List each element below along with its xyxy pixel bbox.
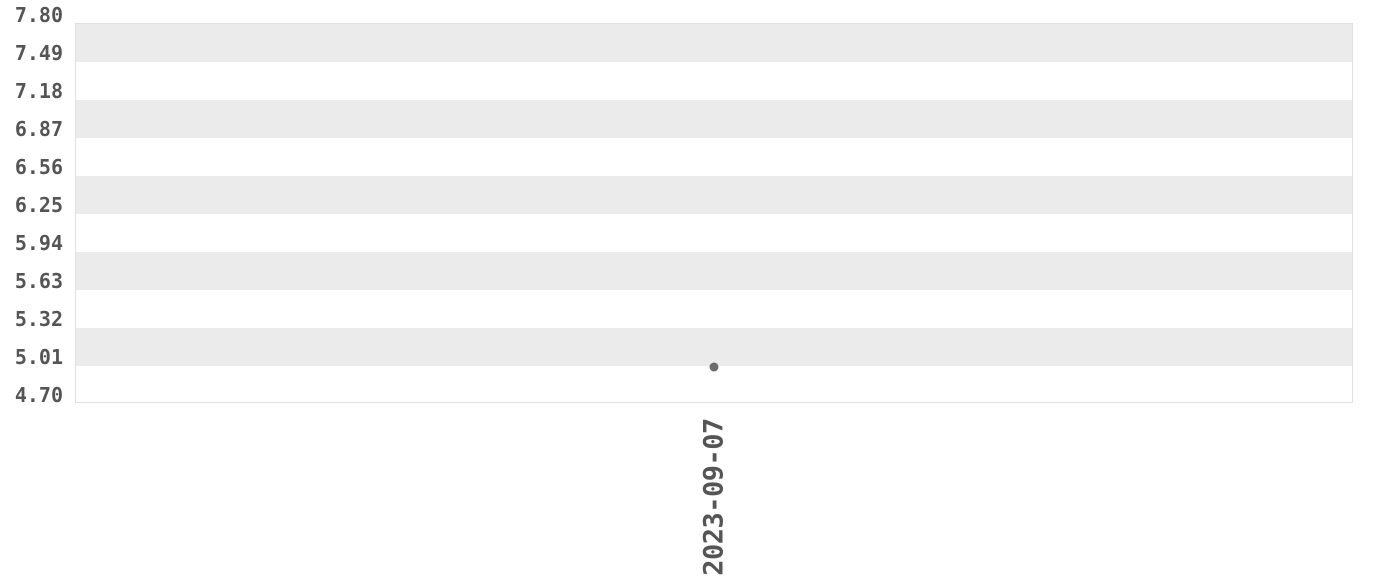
data-point[interactable] — [709, 362, 719, 372]
x-axis-tick-label: 2023-09-07 — [698, 418, 730, 576]
y-axis-tick-label: 6.56 — [14, 155, 63, 179]
grid-band — [76, 176, 1352, 214]
grid-band — [76, 252, 1352, 290]
grid-band — [76, 328, 1352, 366]
y-axis-tick-label: 7.18 — [14, 79, 63, 103]
grid-band — [76, 214, 1352, 252]
plot-area — [75, 23, 1353, 403]
y-axis-tick-label: 4.70 — [14, 383, 63, 407]
grid-band — [76, 100, 1352, 138]
grid-band — [76, 24, 1352, 62]
grid-band — [76, 138, 1352, 176]
y-axis-tick-label: 7.49 — [14, 41, 63, 65]
y-axis-tick-label: 5.94 — [14, 231, 63, 255]
grid-band — [76, 62, 1352, 100]
grid-band — [76, 290, 1352, 328]
grid-band — [76, 366, 1352, 402]
y-axis-tick-label: 5.01 — [14, 345, 63, 369]
y-axis-tick-label: 7.80 — [14, 3, 63, 27]
y-axis-tick-label: 5.63 — [14, 269, 63, 293]
y-axis-tick-label: 6.25 — [14, 193, 63, 217]
y-axis-tick-label: 6.87 — [14, 117, 63, 141]
y-axis-tick-label: 5.32 — [14, 307, 63, 331]
